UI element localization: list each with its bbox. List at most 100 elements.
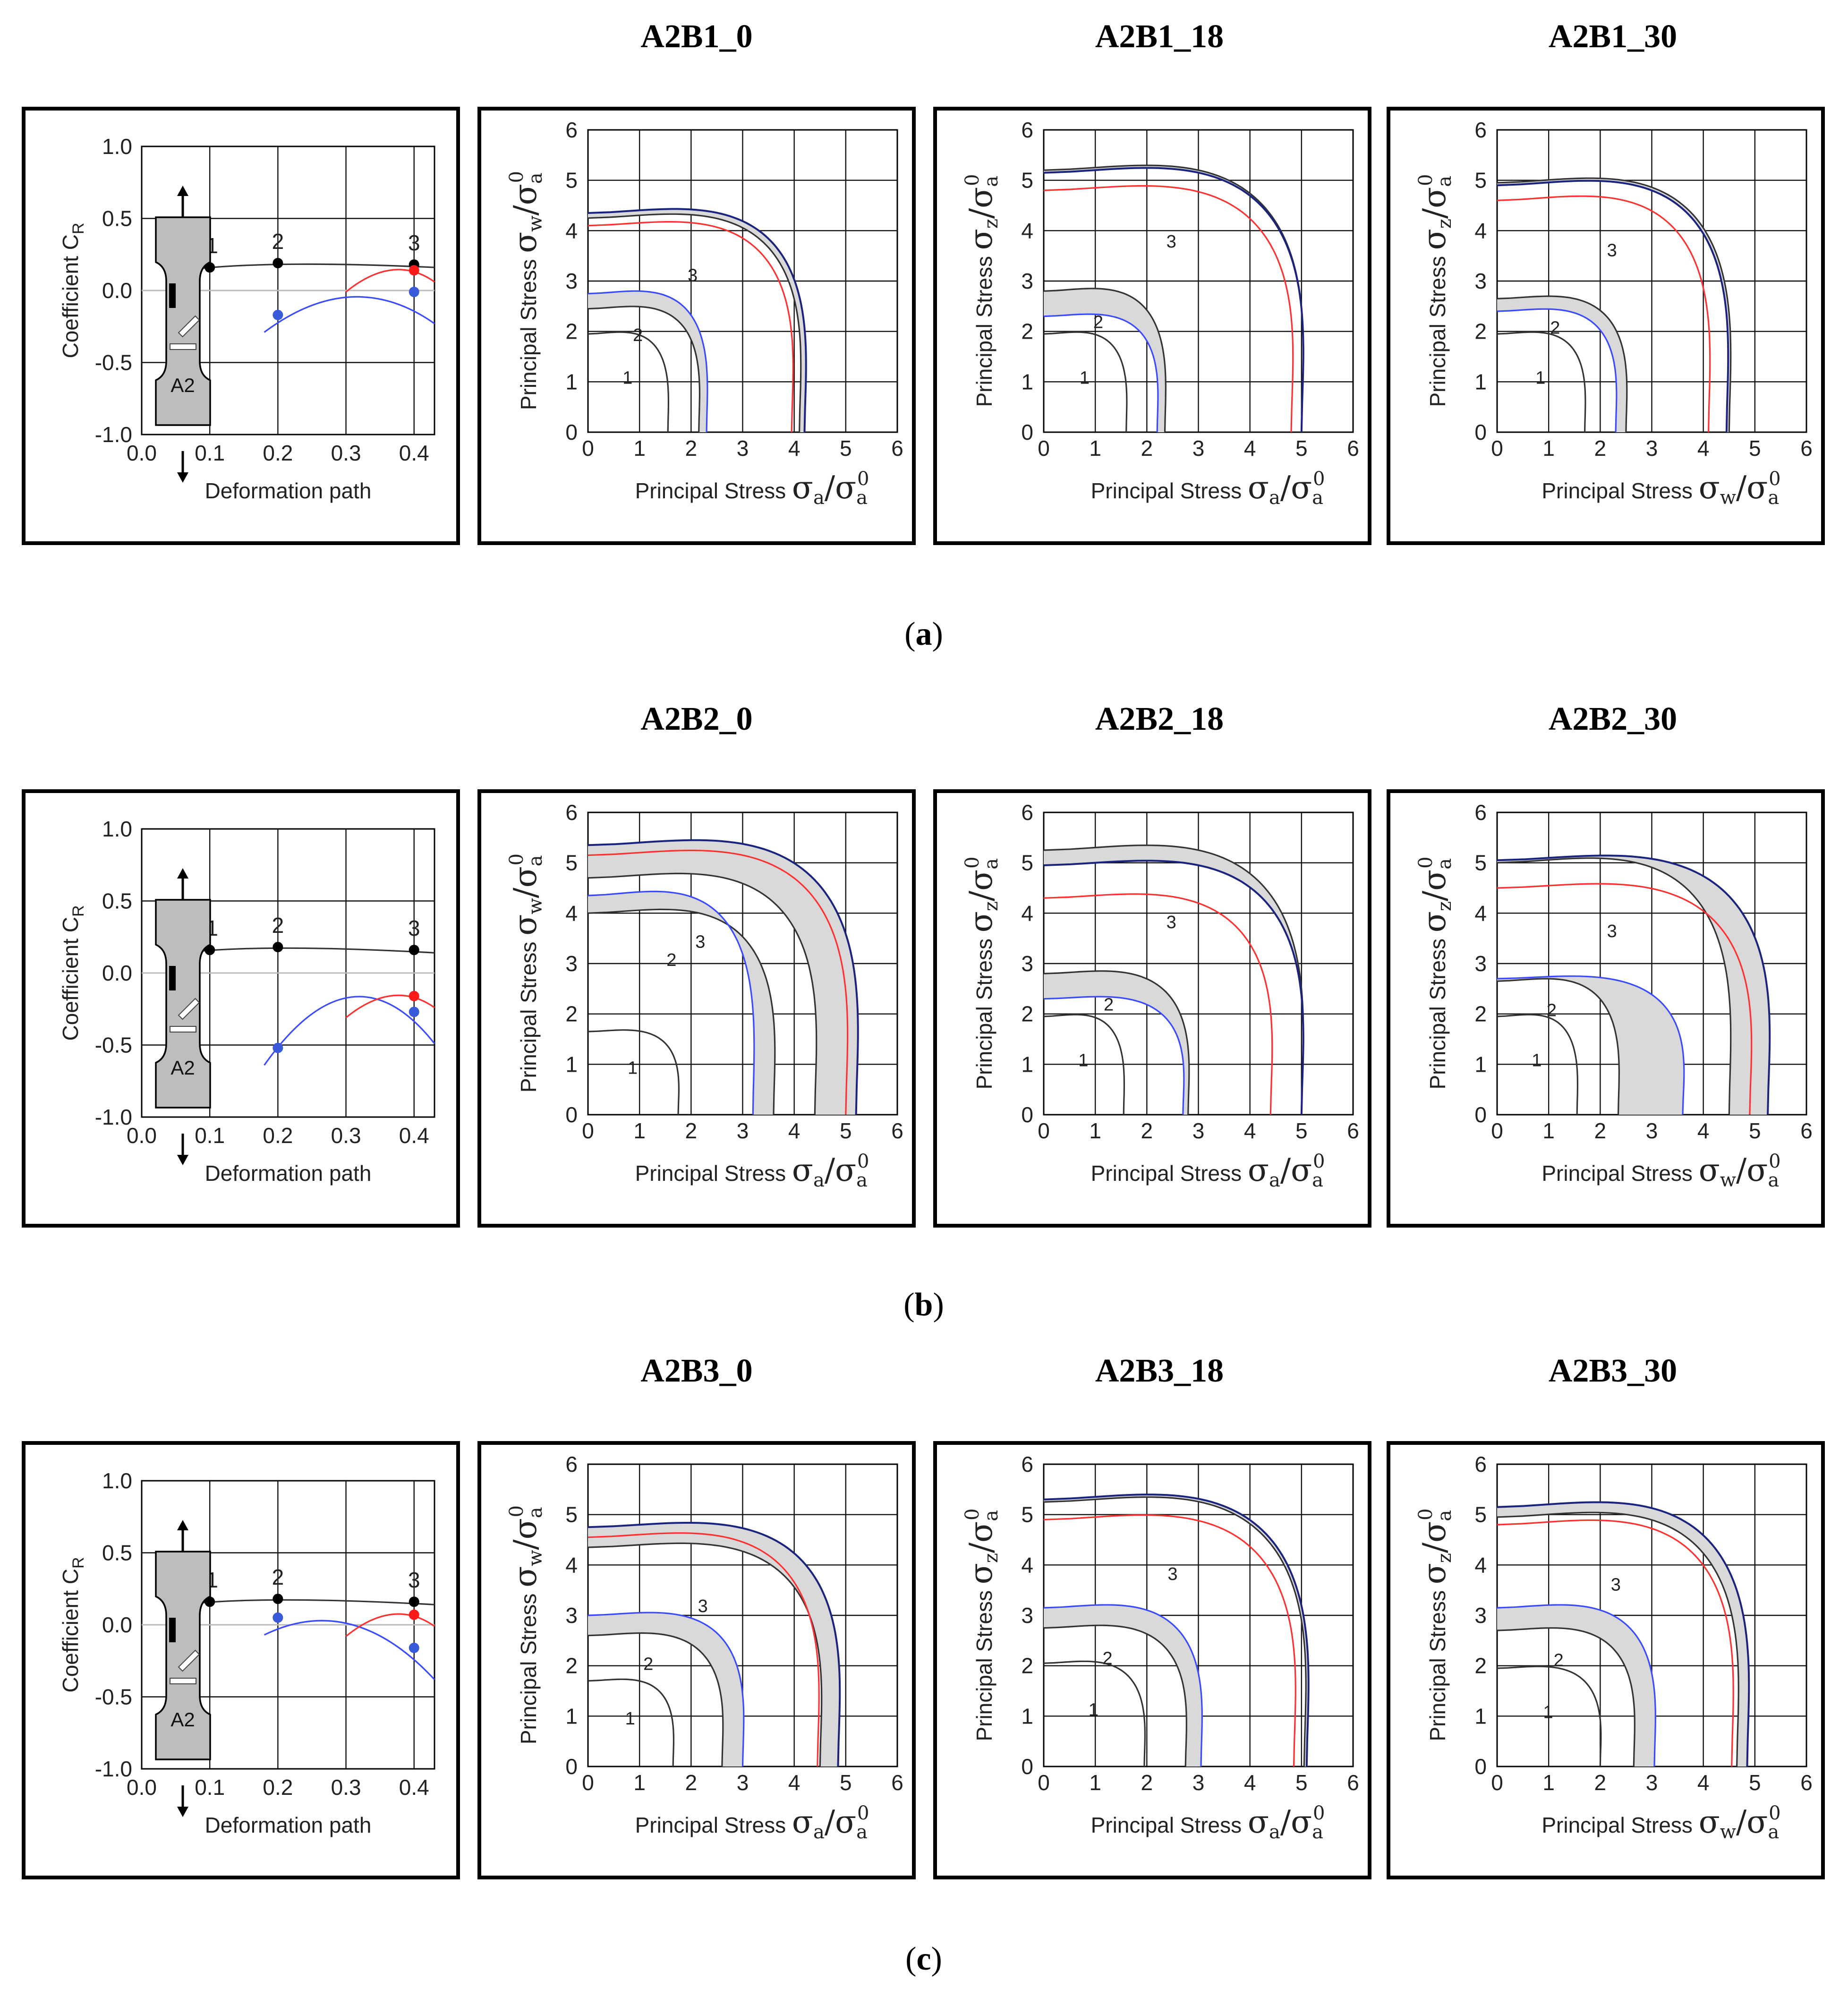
row-c-cr-red-line xyxy=(345,1613,435,1637)
row-a-cr-ytick: -1.0 xyxy=(95,422,132,447)
row-c-panel-3-xtick: 5 xyxy=(1749,1770,1761,1795)
row-b-panel-1-xtick: 5 xyxy=(840,1118,852,1143)
row-b-panel-1-ylabel-group: Principal Stress σw/σa0 xyxy=(506,853,546,1092)
row-c-panel-2-ytick: 2 xyxy=(1021,1654,1033,1678)
row-a-cr-specimen-icon xyxy=(155,216,211,426)
row-c-panel-2-xtick: 0 xyxy=(1038,1770,1050,1795)
row-a-panel-3-curve-label-2: 2 xyxy=(1550,318,1560,338)
row-c-cr-marker-diagonal xyxy=(178,1649,200,1672)
row-c-panel-3-ytick: 6 xyxy=(1474,1452,1487,1476)
row-c-panel-1-curve-3-black xyxy=(588,1542,823,1767)
row-b-cr-point-label-2: 2 xyxy=(272,913,284,938)
row-a-panel-2-curve-label-3: 3 xyxy=(1167,232,1176,252)
row-c-panel-2-curve-label-3: 3 xyxy=(1167,1564,1177,1584)
row-a-cr-point-2-black xyxy=(273,258,283,269)
row-c-panel-1-curve-label-3: 3 xyxy=(698,1596,708,1616)
row-a-cr-xlabel: Deformation path xyxy=(205,478,372,503)
row-b-panel-3-ytick: 4 xyxy=(1474,901,1487,925)
row-a-panel-2-ytick: 2 xyxy=(1021,319,1033,344)
row-a-cr-black-line xyxy=(196,263,435,270)
row-c-panel-3-curve-label-2: 2 xyxy=(1554,1650,1564,1670)
row-a-cr-point-3-blue xyxy=(409,287,419,298)
row-c-panel-2-curve-3-black xyxy=(1043,1496,1307,1767)
row-a-panel-3-xtick: 5 xyxy=(1749,436,1761,461)
row-b-cr-marker-horizontal xyxy=(170,1026,196,1033)
row-b-panel-3-curve-1-black xyxy=(1497,1014,1578,1115)
row-a-panel-1-xtick: 1 xyxy=(633,436,646,461)
row-b-cr-red-line xyxy=(345,994,435,1018)
row-a-panel-2-band-2 xyxy=(1044,288,1166,432)
row-b-cr-ytick: 0.5 xyxy=(102,889,132,913)
row-c-panel-3-xtick: 6 xyxy=(1800,1770,1813,1795)
row-a-panel-1-xtick: 5 xyxy=(840,436,852,461)
row-c-panel-3-ytick: 2 xyxy=(1474,1654,1487,1678)
row-c-cr-ylabel: Coefficient CR xyxy=(58,1557,87,1692)
row-c-panel-1-ytick: 3 xyxy=(565,1603,578,1628)
row-b-panel-1-curve-label-3: 3 xyxy=(695,932,705,952)
row-a-cr-xtick: 0.4 xyxy=(399,441,429,465)
row-a-panel-2-xtick: 5 xyxy=(1295,436,1308,461)
row-a-panel-3-curve-label-1: 1 xyxy=(1535,368,1545,388)
row-a-panel-3-xtick: 6 xyxy=(1800,436,1813,461)
row-c-panel-1-xtick: 2 xyxy=(685,1770,698,1795)
row-a-panel-3-ytick: 4 xyxy=(1474,218,1487,243)
row-c-panel-3-ylabel-group: Principal Stress σz/σa0 xyxy=(1415,1508,1456,1741)
row-c-cr-point-3-blue xyxy=(409,1642,419,1653)
row-c-cr-ytick: -0.5 xyxy=(95,1685,132,1709)
row-b-cr-point-2-blue xyxy=(273,1042,283,1053)
row-c-panel-3-curve-3-red xyxy=(1497,1519,1734,1767)
row-a-panel-3-band-2 xyxy=(1497,296,1627,432)
row-a-panel-1-ytick: 0 xyxy=(565,420,578,444)
row-b-cr-point-label-3: 3 xyxy=(408,916,420,940)
row-b-cr-point-3-black xyxy=(409,945,419,956)
row-c-cr-point-label-3: 3 xyxy=(408,1568,420,1592)
row-a-panel-2-curve-label-1: 1 xyxy=(1080,368,1090,388)
row-b-cr-ylabel: Coefficient CR xyxy=(58,905,87,1041)
row-b-panel-3-xtick: 0 xyxy=(1491,1118,1503,1143)
row-b-panel-2-ylabel-group: Principal Stress σz/σa0 xyxy=(962,856,1002,1089)
row-b-panel-2-xtick: 2 xyxy=(1141,1118,1153,1143)
row-b-panel-2-curve-1-black xyxy=(1043,1014,1125,1115)
row-a-panel-3-ytick: 5 xyxy=(1474,168,1487,193)
row-a-panel-3-curve-2-blue xyxy=(1497,308,1618,433)
row-c-cr-marker-horizontal xyxy=(170,1678,196,1684)
row-a-cr-ylabel-group: Coefficient CR xyxy=(58,222,87,358)
row-b-cr-ylabel-group: Coefficient CR xyxy=(58,905,87,1041)
row-a-panel-3-curve-3-red xyxy=(1497,195,1711,433)
row-a-panel-1-band-2 xyxy=(588,291,707,432)
row-c-panel-1-ytick: 6 xyxy=(565,1452,578,1476)
row-a-panel-3-curve-2-black xyxy=(1497,295,1628,433)
row-b-panel-1-ytick: 1 xyxy=(565,1052,578,1076)
row-c-panel-1-curve-2-blue xyxy=(588,1612,745,1767)
row-caption: (c) xyxy=(905,1941,942,1977)
row-a: A2B1_0 A2B1_18 A2B1_30 0.0 0.1 0.2 0.3 0.4 1.0 0.… xyxy=(22,18,1825,652)
row-b-cr-point-2-black xyxy=(273,942,283,953)
row-b-cr-ytick: -1.0 xyxy=(95,1105,132,1129)
row-a-cr-arrowhead-up-icon xyxy=(177,186,188,196)
row-a-cr-marker-horizontal xyxy=(170,343,196,350)
row-a-cr-red-line xyxy=(345,269,435,293)
row-c-panel-1-ytick: 4 xyxy=(565,1553,578,1577)
column-title-1: A2B1_0 xyxy=(640,18,752,55)
row-a-panel-1-curve-label-1: 1 xyxy=(622,368,632,388)
row-b-panel-1-ytick: 4 xyxy=(565,901,578,925)
row-b-panel-1-ytick: 5 xyxy=(565,851,578,875)
row-c-panel-2-curve-label-2: 2 xyxy=(1103,1649,1113,1669)
row-c-panel-1-ytick: 5 xyxy=(565,1502,578,1527)
row-c-panel-3-curve-3-blue xyxy=(1497,1501,1750,1767)
row-b-panel-3-xtick: 2 xyxy=(1594,1118,1607,1143)
row-b-panel-3-curve-3-black xyxy=(1497,857,1732,1115)
row-b-panel-1-curve-3-red xyxy=(588,849,849,1115)
row-c-panel-2-xtick: 6 xyxy=(1347,1770,1359,1795)
row-c-cr-arrowhead-up-icon xyxy=(177,1520,188,1530)
row-a-panel-1-curve-3-red xyxy=(588,221,794,433)
row-c-panel-3-ytick: 5 xyxy=(1474,1502,1487,1527)
column-title-1: A2B2_0 xyxy=(640,701,752,737)
column-title-2: A2B1_18 xyxy=(1095,18,1224,55)
row-a-panel-2-xtick: 4 xyxy=(1244,436,1256,461)
row-b-panel-2-ytick: 2 xyxy=(1021,1002,1033,1026)
row-b-panel-2-ytick: 3 xyxy=(1021,951,1033,976)
row-a-panel-1-xtick: 0 xyxy=(582,436,594,461)
row-c-panel-1-band-2 xyxy=(588,1613,744,1767)
